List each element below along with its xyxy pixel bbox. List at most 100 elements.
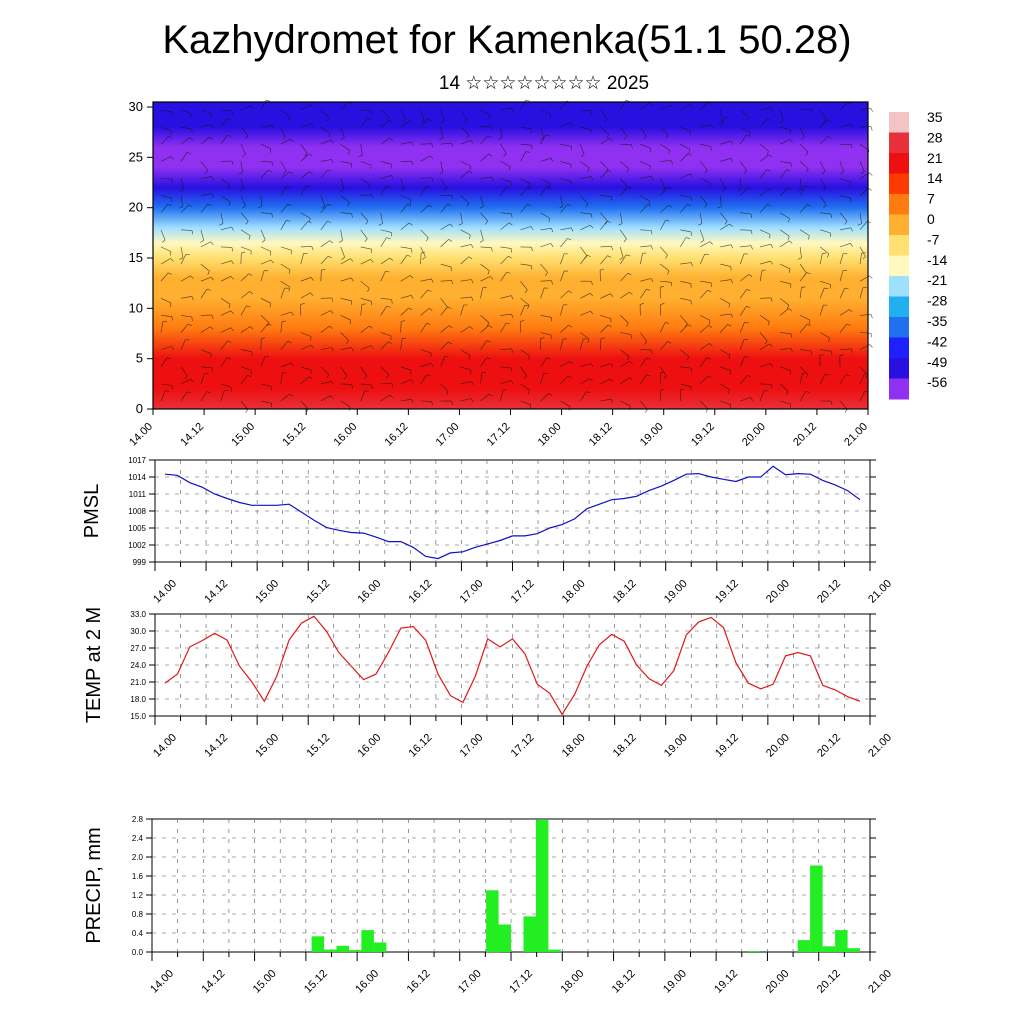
precip-bar [336,945,349,952]
colorbar-swatch [889,317,909,338]
x-tick-label: 16.00 [355,732,383,760]
x-tick-label: 15.12 [280,421,308,449]
x-tick-label: 14.12 [178,421,206,449]
precip-bar [311,936,325,952]
x-tick-label: 20.12 [815,578,843,606]
x-tick-label: 19.00 [662,732,690,760]
x-tick-label: 18.12 [587,421,615,449]
y-tick-label: 0 [136,401,143,416]
x-tick-label: 19.00 [661,968,689,996]
page-subtitle: 14 ☆☆☆☆☆☆☆☆ 2025 [438,73,650,94]
x-tick-label: 17.12 [485,421,513,449]
colorbar-swatch [889,194,909,215]
x-tick-label: 20.12 [815,732,843,760]
x-tick-label: 14.00 [148,968,176,996]
y-tick-label: 0.8 [132,910,144,919]
colorbar-label: -35 [927,313,947,329]
x-tick-label: 17.12 [509,578,537,606]
x-tick-label: 20.00 [764,732,792,760]
x-tick-label: 15.12 [304,578,332,606]
precip-bar [523,916,536,952]
x-tick-label: 14.00 [151,732,179,760]
y-tick-label: 1011 [129,490,147,499]
y-tick-label: 1002 [128,541,146,550]
x-tick-label: 16.12 [405,968,433,996]
x-tick-label: 17.12 [509,732,537,760]
y-tick-label: 0.4 [132,929,144,938]
colorbar-label: 7 [927,191,935,207]
precip-bar [373,942,387,952]
y-tick-label: 15.0 [130,712,146,721]
colorbar-swatch [889,235,909,256]
x-tick-label: 18.12 [611,732,639,760]
colorbar-swatch [889,153,909,174]
y-tick-label: 2.0 [132,853,144,862]
x-tick-label: 20.12 [815,968,843,996]
colorbar-swatch [889,276,909,297]
precip-bar [822,946,836,952]
x-tick-label: 16.00 [353,968,381,996]
precip-bar [498,924,511,952]
x-tick-label: 21.00 [866,968,894,996]
x-tick-label: 14.00 [151,578,179,606]
colorbar-label: -49 [927,354,947,370]
precip-bar [548,949,561,952]
y-tick-label: 18.0 [130,695,146,704]
x-tick-label: 20.00 [764,968,792,996]
y-tick-label: 33.0 [130,610,146,619]
x-tick-label: 16.12 [407,578,435,606]
x-tick-label: 17.00 [434,421,462,449]
x-tick-label: 16.12 [383,421,411,449]
x-tick-label: 14.12 [202,732,230,760]
x-tick-label: 15.00 [253,732,281,760]
colorbar-swatch [889,132,909,154]
colorbar-label: -28 [927,293,947,309]
y-tick-label: 15 [129,250,143,265]
page-title: Kazhydromet for Kamenka(51.1 50.28) [162,18,852,62]
colorbar-label: -56 [927,374,947,390]
x-tick-label: 16.12 [407,732,435,760]
x-tick-label: 21.00 [866,578,894,606]
colorbar-label: -21 [927,272,947,288]
y-tick-label: 999 [133,558,147,567]
x-tick-label: 19.00 [638,421,666,449]
y-tick-label: 1.2 [132,891,144,900]
y-tick-label: 2.8 [132,815,144,824]
y-tick-label: 21.0 [130,678,146,687]
y-tick-label: 27.0 [130,644,146,653]
x-tick-label: 20.12 [791,421,819,449]
precip-bar [535,820,549,952]
precip-bar [797,940,811,952]
y-tick-label: 1008 [128,507,146,516]
x-tick-label: 21.00 [842,421,870,449]
y-tick-label: 30.0 [130,627,146,636]
y-tick-label: 0.0 [132,948,144,957]
y-tick-label: 2.4 [132,834,144,843]
precip-bar [835,930,848,952]
precip-bar [810,865,823,952]
colorbar-label: 14 [927,170,943,186]
precip-bar [349,950,362,952]
y-tick-label: 30 [129,99,143,114]
x-tick-label: 15.12 [302,968,330,996]
x-tick-label: 18.00 [560,578,588,606]
x-tick-label: 15.00 [251,968,279,996]
x-tick-label: 20.00 [740,421,768,449]
colorbar-swatch [889,214,909,236]
x-tick-label: 18.00 [560,732,588,760]
pmsl-line [164,465,861,560]
cross-section-field [153,102,868,409]
colorbar-swatch [889,255,909,277]
x-tick-label: 21.00 [866,732,894,760]
y-tick-label: 25 [129,149,143,164]
x-tick-label: 17.12 [507,968,535,996]
y-tick-label: 20 [129,200,143,215]
precip-bar [847,948,860,952]
x-tick-label: 14.12 [199,968,227,996]
x-tick-label: 15.00 [253,578,281,606]
colorbar-label: 21 [927,150,943,166]
wind-barbs-overlay [160,99,873,413]
y-tick-label: 1005 [128,524,146,533]
x-tick-label: 18.12 [610,968,638,996]
